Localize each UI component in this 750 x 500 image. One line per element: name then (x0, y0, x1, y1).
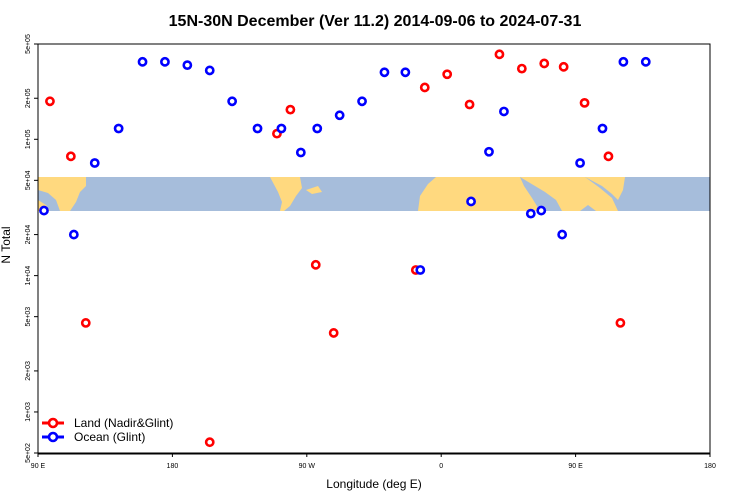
data-point (276, 123, 287, 134)
series-ocean (39, 56, 651, 275)
map-land-se-asia (585, 177, 625, 200)
y-tick-label: 5e+02 (25, 443, 32, 463)
data-point (379, 67, 390, 78)
y-tick-label: 2e+03 (25, 361, 32, 381)
data-point (558, 61, 569, 72)
data-point (419, 82, 430, 93)
data-point (484, 146, 494, 157)
data-point (80, 318, 91, 328)
data-point (160, 56, 170, 67)
map-land-asia (38, 177, 86, 211)
legend-marker-land (47, 417, 59, 429)
plot-area (37, 43, 711, 454)
data-point (494, 49, 505, 60)
data-point (113, 123, 124, 134)
y-tick-label: 5e+04 (25, 170, 32, 190)
data-point (615, 318, 626, 328)
data-point (525, 208, 536, 219)
legend-marker-ocean (47, 431, 59, 443)
map-land-mexico (270, 177, 302, 211)
y-tick-label: 1e+05 (25, 129, 32, 149)
data-point (516, 63, 527, 74)
x-tick-label: 180 (167, 463, 179, 470)
data-point (328, 328, 339, 338)
data-point (579, 97, 590, 108)
points-layer (39, 49, 651, 448)
data-point (252, 123, 263, 134)
plot-background (38, 44, 710, 453)
data-point (466, 196, 476, 207)
x-tick-label: 90 E (568, 463, 583, 470)
y-tick-label: 2e+04 (25, 225, 32, 245)
legend-item-ocean: Ocean (Glint) (42, 430, 145, 444)
y-axis-label: N Total (0, 226, 13, 263)
legend-label-land: Land (Nadir&Glint) (74, 416, 173, 430)
data-point (285, 104, 296, 115)
x-tick-label: 90 E (31, 463, 46, 470)
data-point (603, 151, 614, 162)
data-point (597, 123, 608, 134)
data-point (464, 99, 475, 110)
data-point (182, 60, 193, 71)
y-axis: 5e+02 1e+03 2e+03 5e+03 1e+04 2e+04 5e+04 1e+05… (25, 34, 38, 463)
data-point (65, 151, 76, 162)
data-point (400, 67, 411, 78)
data-point (442, 69, 453, 80)
x-tick-label: 0 (439, 463, 443, 470)
data-point (295, 147, 306, 158)
map-land-africa (418, 177, 540, 211)
data-point (89, 158, 100, 168)
data-point (557, 229, 568, 240)
data-point (536, 205, 547, 216)
chart-title: 15N-30N December (Ver 11.2) 2014-09-06 t… (169, 13, 582, 30)
data-point (45, 96, 55, 107)
x-axis: 90 E 180 90 W 0 90 E 180 (31, 452, 716, 470)
data-point (357, 96, 367, 107)
data-point (334, 110, 345, 121)
data-point (204, 437, 215, 448)
data-point (499, 106, 509, 117)
legend-label-ocean: Ocean (Glint) (74, 430, 145, 444)
data-point (68, 229, 79, 240)
data-point (39, 205, 49, 216)
legend-item-land: Land (Nadir&Glint) (42, 416, 173, 430)
y-tick-label: 1e+04 (25, 266, 32, 286)
data-point (227, 96, 238, 107)
y-tick-label: 5e+03 (25, 307, 32, 327)
data-point (310, 259, 321, 270)
data-point (539, 58, 550, 69)
data-point (204, 65, 215, 76)
x-tick-label: 180 (704, 463, 716, 470)
data-point (137, 56, 148, 67)
data-point (640, 56, 651, 67)
world-map-strip (38, 177, 710, 211)
x-tick-label: 90 W (299, 463, 316, 470)
map-land-caribbean (306, 186, 322, 194)
data-point (312, 123, 323, 134)
legend: Land (Nadir&Glint) Ocean (Glint) (42, 416, 173, 444)
map-land-arabia-india (520, 177, 618, 211)
x-axis-label: Longitude (deg E) (326, 477, 421, 491)
y-tick-label: 5e+05 (25, 34, 32, 54)
y-tick-label: 1e+03 (25, 402, 32, 422)
data-point (575, 158, 585, 168)
y-tick-label: 2e+05 (25, 88, 32, 108)
data-point (415, 265, 426, 275)
data-point (618, 56, 629, 67)
